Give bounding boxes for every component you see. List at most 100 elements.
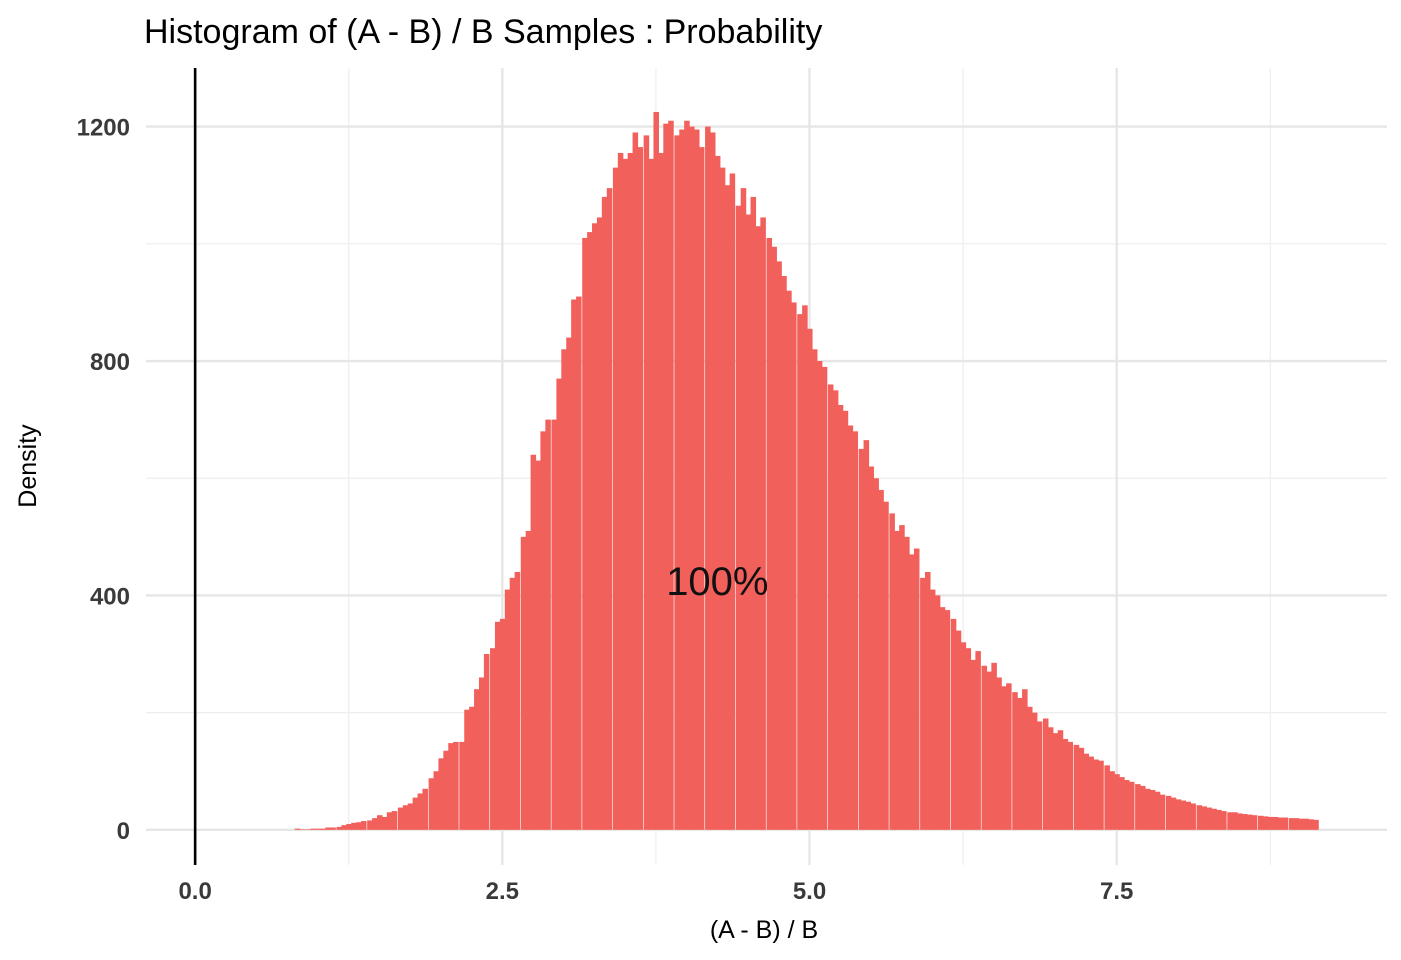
histogram-bar [556,378,562,830]
histogram-bar [750,196,757,830]
histogram-bar [735,205,742,830]
histogram-bar [391,811,398,830]
histogram-bar [920,577,926,830]
histogram-bar [858,448,865,830]
histogram-bar [709,132,716,830]
histogram-bar [520,536,527,830]
histogram-bar [474,689,480,830]
histogram-bar [545,419,551,830]
histogram-bar [622,158,629,830]
histogram-bar [658,152,664,830]
histogram-bar [991,662,997,830]
histogram-bar [1237,813,1243,830]
histogram-bar [955,630,962,830]
histogram-bar [729,173,736,830]
histogram-bar [606,188,613,830]
tick-labels: 0.0 2.5 5.0 7.5 0 400 800 1200 [77,115,1134,905]
histogram-bar [1047,727,1054,830]
histogram-bar [576,296,582,830]
histogram-bar [469,706,475,830]
histogram-bar [582,237,588,830]
histogram-bar [643,135,650,830]
histogram-bar [1128,781,1135,830]
y-tick-label: 0 [117,818,130,845]
histogram-bar [571,299,577,830]
histogram-bar [1298,818,1305,830]
histogram-bar [832,390,839,830]
histogram-bar [802,305,808,830]
histogram-bar [745,214,752,830]
histogram-bar [490,648,496,830]
histogram-bar [315,828,322,830]
histogram-bar [351,822,357,830]
histogram-bar [1006,683,1012,830]
histogram-bar [1227,812,1233,830]
histogram-bar [807,328,813,830]
histogram-bar [417,793,424,830]
histogram-bar [443,750,449,830]
histogram-bar [1308,819,1314,830]
histogram-bar [1098,760,1104,830]
histogram-bar [1288,818,1295,830]
histogram-bar [1180,800,1187,830]
histogram-bar [1293,818,1300,830]
histogram-bar [714,155,721,830]
histogram-bar [755,226,761,830]
histogram-bar [1093,759,1099,830]
histogram-bar [1154,791,1161,830]
histogram-bar [612,167,619,830]
histogram-bar [1232,812,1238,830]
histogram-bar [1221,811,1227,830]
histogram-bar [960,642,967,830]
x-tick-label: 2.5 [486,878,519,905]
histogram-bar [1159,794,1166,830]
histogram-bar [566,337,572,830]
histogram-bar [1062,739,1069,830]
histogram-bar [587,232,593,830]
histogram-bar [970,659,976,830]
histogram-bar [448,743,454,830]
histogram-bar [294,828,301,830]
histogram-bar [1017,697,1023,830]
histogram-bar [913,548,920,830]
histogram-bar [909,554,915,830]
histogram-bar [1042,718,1049,830]
histogram-bar [305,829,312,830]
histogram-bar [684,120,690,830]
histogram-bar [1104,765,1110,830]
histogram-bar [868,466,875,830]
histogram-bar [740,188,747,830]
histogram-bar [1201,806,1207,830]
histogram-bar [433,771,440,830]
histogram-bar [535,460,542,830]
histogram-bar [561,349,567,830]
histogram-bar [1262,816,1269,830]
histogram-bar [310,828,317,830]
histogram-bar [694,129,700,830]
histogram-bar [299,829,306,830]
histogram-bar [1216,809,1222,830]
histogram-bar [1313,819,1319,830]
histogram-bar [663,123,669,830]
histogram-bar [320,828,327,830]
histogram-bar [786,290,792,830]
histogram-bar [1022,689,1028,830]
histogram-bar [1272,816,1279,830]
histogram-bar [367,820,373,830]
histogram-bar [1031,712,1038,830]
histogram-bar [1001,686,1007,830]
histogram-bar [899,525,905,830]
histogram-bar [509,577,516,830]
histogram-bar [1175,799,1182,830]
histogram-bar [653,111,659,830]
y-tick-label: 400 [90,583,130,610]
histogram-bar [627,152,634,830]
histogram-bar [1303,818,1309,830]
histogram-bar [514,571,521,830]
histogram-bar [453,741,459,830]
histogram-bar [397,807,404,830]
histogram-bar [386,812,393,830]
x-axis-title: (A - B) / B [710,916,818,944]
histogram-bar [1073,744,1080,830]
histogram-bar [464,709,470,830]
